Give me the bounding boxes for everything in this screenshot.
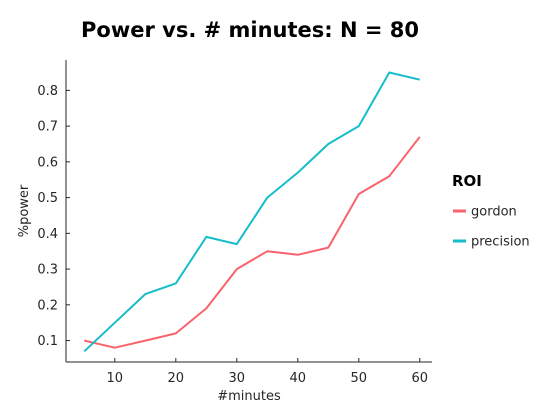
series-line-gordon [84, 136, 421, 349]
y-tick-label: 0.6 [37, 155, 58, 170]
y-tick-label: 0.2 [37, 298, 58, 313]
y-tick-label: 0.1 [37, 334, 58, 349]
x-tick-label: 10 [107, 371, 124, 386]
x-tick-label: 50 [351, 371, 368, 386]
y-tick-label: 0.7 [37, 120, 58, 135]
x-axis-label: #minutes [217, 389, 281, 404]
y-tick-label: 0.5 [37, 191, 58, 206]
y-tick-label: 0.4 [37, 227, 58, 242]
x-tick-label: 40 [290, 371, 307, 386]
legend: ROI gordon precision [452, 172, 530, 250]
x-tick-label: 30 [229, 371, 246, 386]
chart-title: Power vs. # minutes: N = 80 [81, 18, 419, 42]
series-line-precision [83, 71, 421, 353]
x-tick-label: 60 [412, 371, 429, 386]
y-tick-label: 0.3 [37, 263, 58, 278]
legend-label-precision: precision [471, 235, 530, 250]
series-lines [83, 71, 421, 353]
x-tick-label: 20 [168, 371, 185, 386]
legend-title: ROI [452, 172, 482, 190]
y-tick-label: 0.8 [37, 84, 58, 99]
legend-label-gordon: gordon [471, 205, 517, 220]
y-axis-label: %power [17, 184, 32, 237]
axes: 10 20 30 40 50 60 0.1 0.2 0.3 0.4 0.5 0.6 0.7 0.8 [37, 60, 432, 386]
